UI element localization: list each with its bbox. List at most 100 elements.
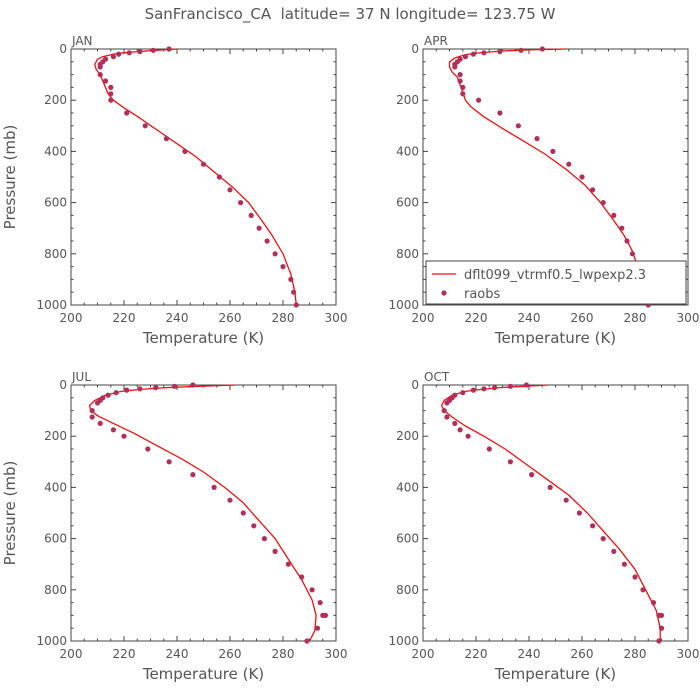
raobs-point xyxy=(563,497,569,503)
raobs-point xyxy=(256,225,262,231)
y-tick-label: 1000 xyxy=(36,634,67,648)
raobs-point xyxy=(460,91,466,97)
x-tick-label: 260 xyxy=(571,647,594,661)
raobs-point xyxy=(190,472,196,478)
raobs-point xyxy=(444,414,450,420)
model-profile-line xyxy=(448,48,648,306)
raobs-point xyxy=(518,47,524,53)
y-tick-label: 800 xyxy=(396,583,419,597)
raobs-point xyxy=(238,200,244,206)
y-tick-label: 0 xyxy=(411,42,419,56)
raobs-point xyxy=(444,400,450,406)
model-profile-line xyxy=(94,48,297,306)
x-tick-label: 260 xyxy=(219,647,242,661)
x-tick-label: 300 xyxy=(325,311,348,325)
x-tick-label: 240 xyxy=(166,311,189,325)
raobs-point xyxy=(632,574,638,580)
raobs-point xyxy=(150,47,156,53)
raobs-point xyxy=(227,187,233,193)
raobs-point xyxy=(108,84,114,90)
raobs-point xyxy=(124,387,130,393)
raobs-point xyxy=(640,587,646,593)
raobs-point xyxy=(611,548,617,555)
raobs-point xyxy=(629,251,636,257)
raobs-point xyxy=(460,84,466,90)
y-tick-label: 400 xyxy=(396,144,419,158)
y-tick-label: 800 xyxy=(44,247,67,261)
raobs-point xyxy=(304,638,310,644)
raobs-point xyxy=(460,390,466,396)
raobs-point xyxy=(322,612,328,619)
raobs-point xyxy=(280,264,286,270)
raobs-point xyxy=(113,390,119,396)
panel-jan: JAN 200 220 240 260 280 300 0 200 400 600 800 1000 Te… xyxy=(1,34,347,347)
raobs-point xyxy=(288,276,294,282)
x-tick-label: 220 xyxy=(465,647,488,661)
x-tick-label: 220 xyxy=(113,647,136,661)
raobs-point xyxy=(110,54,116,60)
raobs-point xyxy=(216,174,222,180)
raobs-point xyxy=(566,161,572,167)
raobs-point xyxy=(105,392,111,398)
x-axis-label: Temperature (K) xyxy=(494,665,616,683)
raobs-point xyxy=(94,400,101,406)
raobs-point xyxy=(465,433,471,439)
raobs-point xyxy=(291,289,297,295)
x-tick-label: 200 xyxy=(60,647,83,661)
x-axis-label: Temperature (K) xyxy=(142,329,264,347)
raobs-point xyxy=(534,136,540,142)
y-tick-label: 800 xyxy=(396,247,419,261)
raobs-point xyxy=(497,49,503,55)
raobs-point xyxy=(658,612,665,619)
x-tick-label: 300 xyxy=(677,311,700,325)
raobs-point xyxy=(116,51,122,57)
raobs-point xyxy=(539,46,545,52)
y-axis-label: Pressure (mb) xyxy=(1,461,19,566)
raobs-point xyxy=(314,625,321,631)
raobs-point xyxy=(137,386,143,392)
raobs-point xyxy=(121,433,127,439)
raobs-point xyxy=(248,212,254,218)
raobs-point xyxy=(124,110,130,116)
raobs-point xyxy=(108,97,114,103)
raobs-point xyxy=(492,385,498,391)
raobs-point xyxy=(470,51,476,57)
raobs-point xyxy=(272,251,278,257)
raobs-point xyxy=(200,161,207,167)
plot-frame xyxy=(422,384,689,642)
raobs-point xyxy=(137,49,143,55)
x-tick-label: 300 xyxy=(677,647,700,661)
raobs-point xyxy=(457,427,463,433)
raobs-point xyxy=(452,420,458,426)
raobs-point xyxy=(497,110,503,116)
model-profile-line xyxy=(88,384,317,642)
raobs-point xyxy=(89,408,95,414)
panel-month-label: JUL xyxy=(71,370,91,384)
legend-obs-label: raobs xyxy=(464,287,501,302)
model-profile-line xyxy=(440,384,661,641)
raobs-point xyxy=(126,50,132,56)
legend-box xyxy=(425,260,687,305)
panel-month-label: JAN xyxy=(71,34,93,48)
raobs-point xyxy=(240,510,246,516)
raobs-point xyxy=(481,386,487,392)
y-tick-label: 600 xyxy=(396,532,419,546)
raobs-point xyxy=(211,484,217,490)
y-tick-label: 200 xyxy=(396,93,419,107)
raobs-point xyxy=(529,472,535,478)
x-axis-label: Temperature (K) xyxy=(142,665,264,683)
raobs-point xyxy=(481,50,487,56)
y-tick-label: 200 xyxy=(44,93,67,107)
y-tick-label: 1000 xyxy=(36,298,67,312)
x-tick-label: 260 xyxy=(219,311,242,325)
y-tick-label: 1000 xyxy=(388,634,419,648)
y-axis-label: Pressure (mb) xyxy=(1,125,19,230)
y-tick-label: 800 xyxy=(44,583,67,597)
raobs-point xyxy=(272,548,278,555)
raobs-point xyxy=(590,187,596,193)
raobs-point xyxy=(153,385,159,391)
raobs-point xyxy=(97,72,103,78)
panel-oct: OCT 200 220 240 260 280 300 0 200 400 600 800 1000 Te… xyxy=(388,370,699,683)
